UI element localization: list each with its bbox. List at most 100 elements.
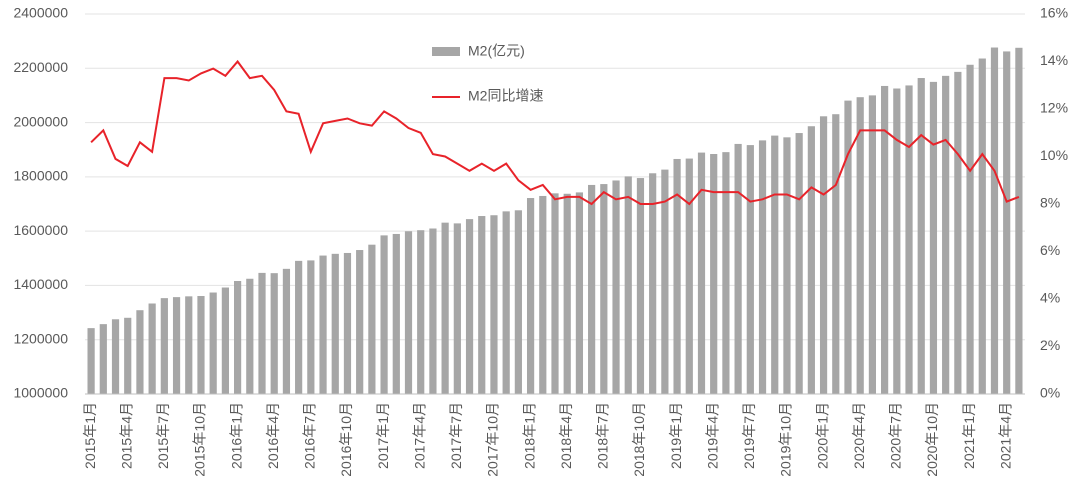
bar	[929, 81, 938, 395]
x-tick-label: 2020年1月	[814, 402, 830, 469]
bar	[539, 195, 547, 394]
y-tick-label: 1400000	[13, 276, 68, 292]
bar	[1015, 47, 1023, 395]
bar	[307, 260, 315, 394]
bar	[722, 152, 730, 394]
x-tick-label: 2016年4月	[265, 402, 281, 469]
bar	[905, 85, 913, 394]
x-tick-label: 2015年7月	[155, 402, 171, 469]
bar	[649, 173, 657, 394]
x-tick-label: 2017年10月	[485, 402, 501, 477]
x-tick-label: 2016年10月	[338, 402, 354, 477]
bar	[368, 244, 376, 394]
x-tick-label: 2017年4月	[411, 402, 427, 469]
bar	[380, 235, 388, 394]
bar	[233, 281, 242, 394]
x-tick-label: 2019年10月	[778, 402, 794, 477]
y2-tick-label: 12%	[1040, 100, 1068, 116]
bar	[942, 75, 950, 394]
x-tick-label: 2019年4月	[704, 402, 720, 469]
bar	[343, 252, 352, 394]
bar	[197, 296, 205, 394]
bar	[282, 268, 291, 394]
bar	[172, 297, 181, 394]
bar	[563, 193, 571, 394]
bar	[624, 176, 632, 394]
bar	[99, 324, 107, 394]
bar	[795, 133, 803, 394]
bar	[221, 287, 229, 394]
bar	[136, 310, 144, 394]
bar	[87, 328, 95, 394]
bar	[441, 222, 449, 394]
x-tick-label: 2020年7月	[888, 402, 904, 469]
bar	[758, 140, 767, 394]
bar	[954, 71, 962, 395]
bar	[575, 192, 584, 394]
line	[90, 59, 1020, 206]
bar	[417, 230, 425, 394]
y2-tick-label: 8%	[1040, 195, 1060, 211]
bar	[893, 88, 901, 394]
y-tick-label: 1200000	[13, 330, 68, 346]
x-tick-label: 2020年4月	[851, 402, 867, 469]
bar	[453, 223, 461, 394]
x-tick-label: 2020年10月	[924, 402, 940, 477]
x-tick-label: 2019年7月	[741, 402, 757, 469]
bar	[832, 114, 840, 394]
y-tick-label: 2200000	[13, 59, 68, 75]
bar	[783, 137, 791, 394]
bar	[697, 152, 706, 394]
bar	[636, 178, 645, 394]
bar	[111, 319, 120, 394]
bar	[465, 219, 474, 394]
bar	[612, 180, 620, 394]
x-tick-label: 2015年4月	[118, 402, 134, 469]
bar	[661, 169, 669, 394]
x-tick-label: 2018年4月	[558, 402, 574, 469]
bar	[673, 158, 681, 394]
bar	[319, 255, 327, 394]
x-tick-label: 2015年10月	[192, 402, 208, 477]
bar	[868, 95, 877, 395]
y-tick-label: 1000000	[13, 385, 68, 401]
bar	[502, 211, 510, 394]
bar	[209, 292, 217, 394]
y-tick-label: 1800000	[13, 168, 68, 184]
y2-tick-label: 16%	[1040, 5, 1068, 21]
x-tick-label: 2021年4月	[997, 402, 1013, 469]
x-tick-label: 2019年1月	[668, 402, 684, 469]
y-tick-label: 1600000	[13, 222, 68, 238]
x-tick-label: 2018年10月	[631, 402, 647, 477]
bar	[124, 317, 132, 394]
bar	[600, 184, 608, 394]
bar	[356, 250, 364, 394]
y2-tick-label: 4%	[1040, 290, 1060, 306]
bar	[404, 231, 413, 394]
bar	[978, 58, 986, 395]
bar	[710, 154, 718, 394]
bar	[856, 97, 864, 394]
bar	[185, 296, 193, 394]
legend-swatch	[432, 47, 460, 56]
y-tick-label: 2000000	[13, 113, 68, 129]
x-tick-label: 2018年7月	[595, 402, 611, 469]
bar	[1003, 51, 1011, 395]
bar	[258, 272, 266, 394]
bar	[734, 143, 742, 394]
bar	[478, 216, 486, 394]
bar	[392, 233, 400, 394]
x-tick-label: 2018年1月	[521, 402, 537, 469]
bar	[685, 158, 693, 394]
bar	[246, 278, 254, 394]
bar	[551, 193, 559, 394]
y2-tick-label: 0%	[1040, 385, 1060, 401]
bar	[881, 85, 889, 394]
bar	[990, 47, 999, 395]
x-tick-label: 2017年7月	[448, 402, 464, 469]
bar	[295, 260, 303, 394]
bar	[270, 273, 278, 394]
y2-tick-label: 2%	[1040, 337, 1060, 353]
x-tick-label: 2016年1月	[228, 402, 244, 469]
